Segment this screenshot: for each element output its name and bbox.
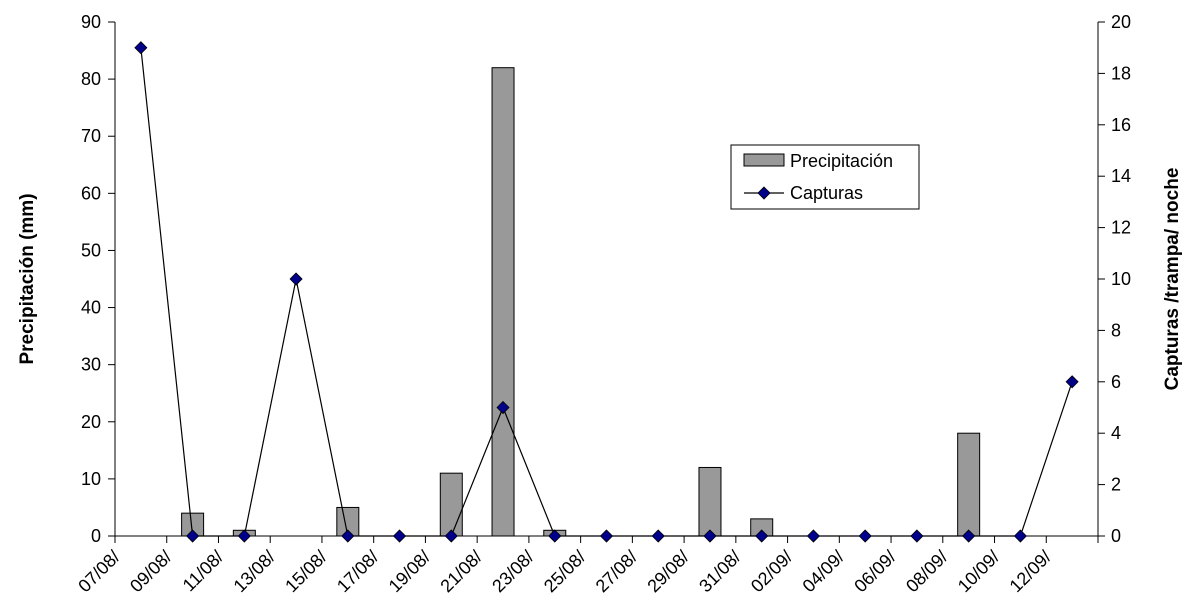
left-y-tick-label: 70 (81, 126, 101, 146)
captures-marker (703, 529, 717, 543)
x-tick-label: 25/08/ (540, 547, 590, 597)
captures-marker (134, 41, 148, 55)
left-y-tick-label: 90 (81, 12, 101, 32)
left-y-tick-label: 60 (81, 183, 101, 203)
captures-marker (651, 529, 665, 543)
x-tick-label: 29/08/ (643, 547, 693, 597)
left-y-tick-label: 50 (81, 240, 101, 260)
precipitation-bar (957, 432, 981, 537)
right-y-tick-label: 0 (1111, 526, 1121, 546)
x-tick-label: 12/09/ (1006, 547, 1056, 597)
x-tick-label: 31/08/ (695, 547, 745, 597)
right-y-tick-label: 12 (1111, 218, 1131, 238)
right-y-tick-label: 4 (1111, 423, 1121, 443)
x-tick-label: 07/08/ (74, 547, 124, 597)
legend-captures-label: Capturas (790, 183, 863, 203)
left-y-tick-label: 30 (81, 355, 101, 375)
x-tick-label: 09/08/ (126, 547, 176, 597)
x-tick-label: 02/09/ (747, 547, 797, 597)
captures-marker (962, 529, 976, 543)
x-tick-label: 11/08/ (179, 547, 228, 596)
x-tick-label: 04/09/ (799, 547, 849, 597)
right-y-tick-label: 20 (1111, 12, 1131, 32)
legend-precipitation-swatch (743, 153, 785, 167)
x-tick-label: 15/08/ (281, 547, 331, 597)
captures-marker (755, 529, 769, 543)
precipitation-bars (181, 67, 981, 537)
captures-line (140, 47, 1073, 537)
legend-precipitation-label: Precipitación (790, 151, 893, 171)
x-tick-label: 13/08/ (230, 547, 280, 597)
x-tick-label: 17/08/ (333, 547, 383, 597)
right-y-tick-label: 10 (1111, 269, 1131, 289)
captures-marker (186, 529, 200, 543)
captures-marker (910, 529, 924, 543)
precipitation-bar (698, 466, 722, 537)
captures-marker (858, 529, 872, 543)
left-y-tick-label: 80 (81, 69, 101, 89)
right-y-tick-label: 18 (1111, 63, 1131, 83)
right-y-tick-label: 16 (1111, 115, 1131, 135)
captures-marker (237, 529, 251, 543)
captures-marker (806, 529, 821, 543)
left-y-tick-label: 0 (91, 526, 101, 546)
captures-marker (548, 529, 562, 543)
x-tick-label: 21/08/ (436, 547, 486, 597)
x-tick-label: 08/09/ (902, 547, 952, 597)
captures-marker (444, 529, 458, 543)
left-y-tick-label: 40 (81, 298, 101, 318)
plot-area: 0 10 20 30 40 50 60 70 80 90 0 2 4 6 8 10 12 14 16 18 20 07/0… (74, 12, 1131, 596)
x-tick-label: 10/09/ (954, 547, 1004, 597)
captures-marker (1065, 375, 1079, 389)
left-y-axis-title: Precipitación (mm) (17, 193, 38, 364)
legend-captures-marker (757, 186, 771, 200)
left-y-tick-label: 10 (81, 469, 101, 489)
right-y-tick-label: 8 (1111, 320, 1121, 340)
captures-line-layer (134, 41, 1079, 543)
precipitation-bar (439, 472, 463, 537)
captures-marker (599, 529, 614, 543)
captures-marker (496, 400, 510, 415)
x-tick-label: 27/08/ (592, 547, 642, 597)
right-y-axis-title: Capturas /trampa/ noche (1162, 168, 1183, 391)
x-tick-label: 23/08/ (488, 547, 538, 597)
right-y-tick-label: 2 (1111, 475, 1121, 495)
precipitation-bar (491, 67, 515, 537)
captures-marker (289, 272, 303, 286)
captures-marker (341, 529, 355, 543)
captures-marker (392, 529, 407, 543)
legend: Precipitación Capturas (730, 144, 920, 210)
x-tick-label: 19/08/ (385, 547, 435, 597)
x-tick-label: 06/09/ (850, 547, 900, 597)
right-y-tick-label: 6 (1111, 372, 1121, 392)
left-y-tick-label: 20 (81, 412, 101, 432)
right-y-tick-label: 14 (1111, 166, 1131, 186)
captures-marker (1013, 529, 1027, 543)
